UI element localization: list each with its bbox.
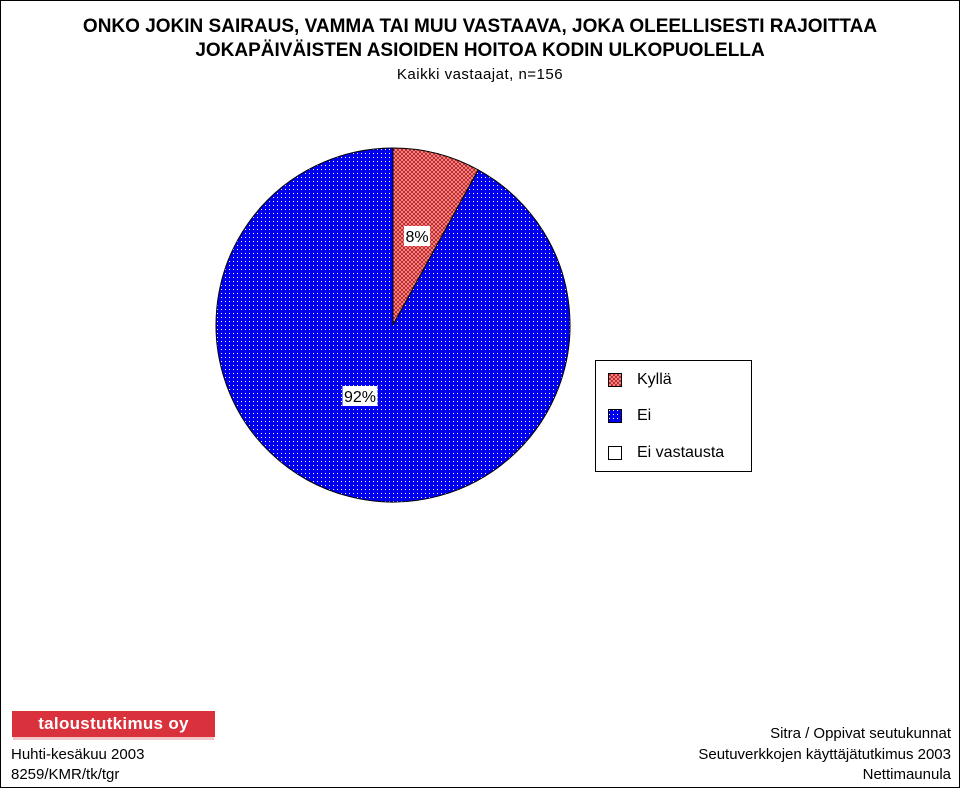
pie-label-background xyxy=(342,386,378,406)
pie-label-background xyxy=(404,226,430,246)
chart-title-line-1: ONKO JOKIN SAIRAUS, VAMMA TAI MUU VASTAA… xyxy=(82,16,878,37)
chart-title-line-2: JOKAPÄIVÄISTEN ASIOIDEN HOITOA KODIN ULK… xyxy=(195,40,765,61)
pie-slice-kylla xyxy=(392,147,479,326)
legend-label-ei-vastausta: Ei vastausta xyxy=(637,444,725,461)
footer-study: Seutuverkkojen käyttäjätutkimus 2003 xyxy=(698,746,951,763)
chart-subtitle: Kaikki vastaajat, n=156 xyxy=(396,66,564,83)
legend-label-kylla: Kyllä xyxy=(637,371,672,388)
pie-label-ei: 92% xyxy=(344,389,376,406)
legend-item-ei: Ei xyxy=(608,406,651,426)
footer-client: Sitra / Oppivat seutukunnat xyxy=(770,725,951,742)
pie-slice-ei xyxy=(215,147,571,503)
footer-code: 8259/KMR/tk/tgr xyxy=(11,766,120,783)
legend-swatch-kylla xyxy=(608,373,622,387)
legend-swatch-ei-vastausta xyxy=(608,446,622,460)
legend: Kyllä Ei Ei vastausta xyxy=(595,360,752,472)
taloustutkimus-logo: taloustutkimus oy xyxy=(12,711,215,737)
legend-swatch-ei xyxy=(608,409,622,423)
pie-label-kylla: 8% xyxy=(405,229,428,246)
legend-item-ei-vastausta: Ei vastausta xyxy=(608,443,724,463)
legend-item-kylla: Kyllä xyxy=(608,370,672,390)
footer-date: Huhti-kesäkuu 2003 xyxy=(11,746,145,763)
footer-location: Nettimaunula xyxy=(862,766,951,783)
legend-label-ei: Ei xyxy=(637,407,652,424)
